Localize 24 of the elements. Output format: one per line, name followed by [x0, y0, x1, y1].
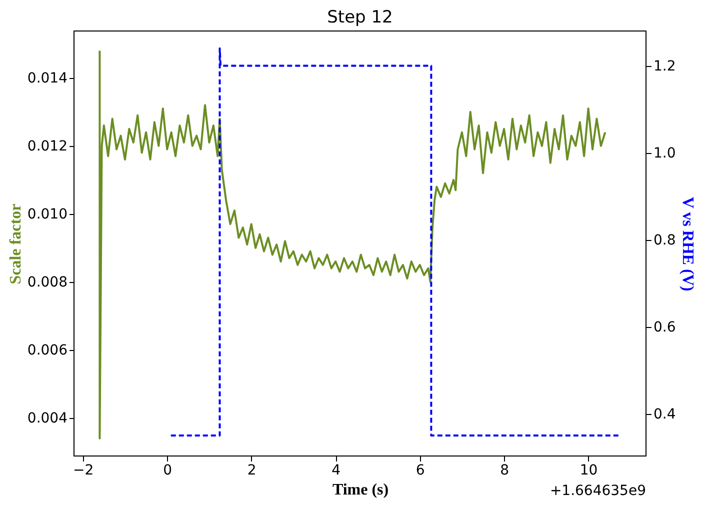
text: +1.664635e9	[550, 483, 646, 499]
y-tick-label: 0.014	[27, 70, 68, 86]
x-tick-label: 0	[163, 462, 172, 478]
y-axis-title: Scale factor	[7, 204, 24, 284]
y2-tick-label: 1.0	[654, 145, 676, 162]
y2-tick-label: 0.6	[654, 319, 676, 336]
y2-tick-label: 0.4	[654, 406, 676, 422]
x-tick-label: 6	[416, 462, 425, 478]
x-tick-label: −2	[73, 462, 94, 478]
y-tick-label: 0.012	[27, 138, 68, 154]
line-series	[98, 50, 606, 440]
y-tick-label: 0.004	[27, 410, 68, 426]
chart-title: Step 12	[327, 8, 393, 28]
x-tick-label: 4	[332, 462, 341, 478]
y2-axis-title: V vs RHE (V)	[678, 196, 696, 292]
y-tick-label: 0.010	[27, 206, 68, 222]
x-tick-label: 8	[500, 462, 510, 478]
x-axis-title: Time (s)	[332, 482, 389, 498]
y2-tick-label: 1.2	[654, 58, 676, 74]
y2-tick-label: 0.8	[654, 232, 676, 248]
y-tick-label: 0.008	[27, 274, 68, 290]
x-tick-label: 10	[580, 462, 598, 478]
y-tick-label: 0.006	[27, 342, 68, 358]
x-tick-label: 2	[247, 462, 256, 478]
